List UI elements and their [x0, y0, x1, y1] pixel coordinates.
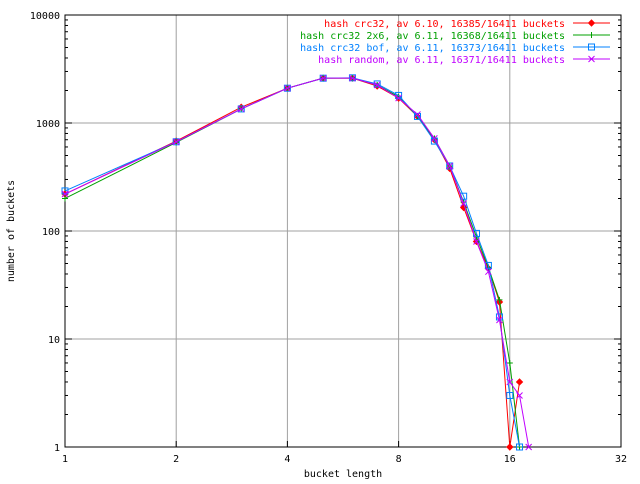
series-4	[61, 74, 533, 451]
series-line	[64, 77, 521, 448]
data-point	[395, 94, 402, 102]
series-3	[61, 74, 524, 451]
grid	[65, 15, 621, 447]
legend-marker	[588, 32, 595, 38]
legend-marker	[588, 55, 595, 63]
data-point	[172, 138, 180, 146]
x-axis-label: bucket length	[304, 469, 382, 480]
legend-label: hash crc32, av 6.10, 16385/16411 buckets	[324, 19, 565, 30]
x-tick-label: 1	[62, 454, 68, 465]
x-tick-label: 32	[615, 454, 627, 465]
legend-entry: hash crc32 bof, av 6.11, 16373/16411 buc…	[300, 43, 610, 54]
data-point	[506, 378, 514, 386]
legend-label: hash crc32 bof, av 6.11, 16373/16411 buc…	[300, 43, 565, 54]
data-point	[373, 81, 381, 89]
data-point	[413, 112, 421, 120]
data-point	[172, 138, 180, 146]
y-axis-label: number of buckets	[6, 180, 17, 282]
data-point	[496, 316, 503, 324]
x-tick-label: 2	[173, 454, 179, 465]
legend-marker	[587, 19, 596, 27]
data-point	[525, 443, 533, 451]
data-point	[506, 443, 514, 451]
data-point	[506, 391, 514, 399]
y-tick-label: 10000	[30, 11, 60, 22]
data-point	[484, 261, 492, 269]
data-point	[349, 74, 356, 82]
data-point	[516, 443, 524, 451]
data-point	[506, 359, 513, 366]
legend-label: hash random, av 6.11, 16371/16411 bucket…	[318, 55, 565, 66]
series-lines	[61, 74, 533, 451]
data-point	[460, 200, 468, 207]
data-point	[496, 296, 503, 303]
x-tick-label: 8	[396, 454, 402, 465]
series-line	[64, 77, 530, 448]
data-point	[446, 162, 454, 170]
series-line	[64, 77, 521, 448]
legend-entry: hash crc32 2x6, av 6.11, 16368/16411 buc…	[300, 31, 610, 42]
data-point	[485, 268, 492, 276]
data-point	[284, 84, 291, 92]
data-point	[61, 190, 69, 198]
data-point	[431, 135, 438, 142]
series-2	[62, 75, 523, 450]
legend-entry: hash crc32, av 6.10, 16385/16411 buckets	[324, 19, 610, 30]
data-point	[319, 74, 327, 82]
y-tick-label: 1000	[36, 119, 60, 130]
axis-ticks: 1 2 4 8 16 32 1 10 100 1000 10000	[30, 11, 627, 465]
data-point	[473, 238, 480, 245]
data-point	[446, 162, 454, 170]
data-point	[62, 195, 68, 202]
data-point	[515, 378, 524, 386]
data-point	[283, 84, 291, 92]
legend-entry: hash random, av 6.11, 16371/16411 bucket…	[318, 55, 610, 66]
data-point	[516, 392, 523, 399]
data-point	[237, 105, 245, 113]
series-1	[61, 74, 524, 451]
series-line	[64, 77, 521, 448]
legend: hash crc32, av 6.10, 16385/16411 buckets…	[300, 19, 610, 66]
data-point	[414, 111, 421, 118]
legend-label: hash crc32 2x6, av 6.11, 16368/16411 buc…	[300, 31, 565, 42]
x-tick-label: 4	[284, 454, 290, 465]
y-tick-label: 10	[48, 335, 60, 346]
y-tick-label: 100	[42, 227, 60, 238]
legend-marker	[588, 43, 595, 51]
y-tick-label: 1	[54, 443, 60, 454]
data-point	[237, 105, 245, 113]
x-tick-label: 16	[504, 454, 516, 465]
